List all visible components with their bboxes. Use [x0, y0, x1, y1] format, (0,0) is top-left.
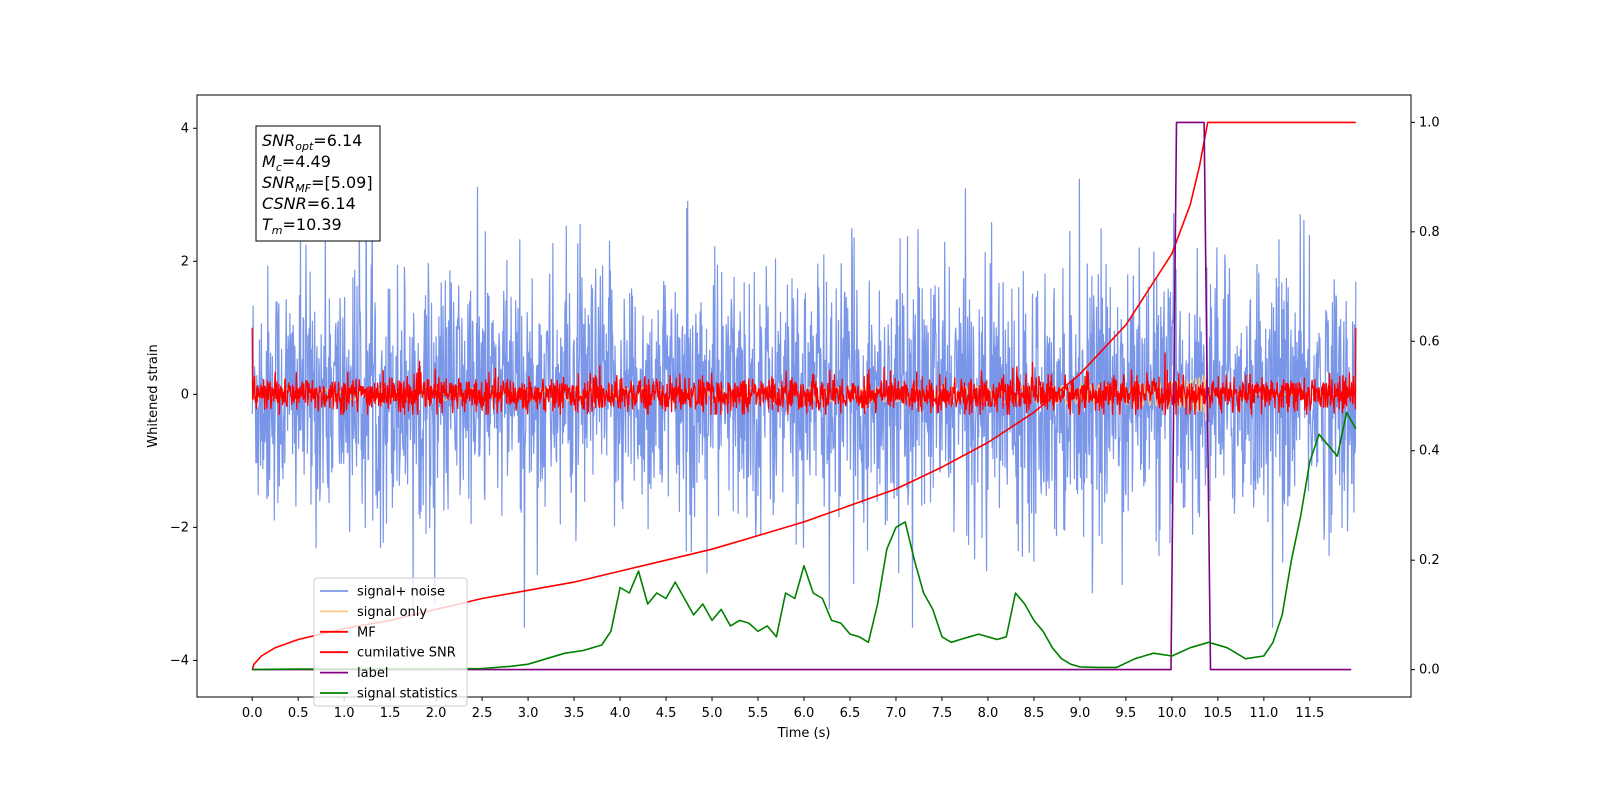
- y-right-tick-label: 0.0: [1419, 663, 1440, 678]
- series-line-mf: [251, 327, 1357, 415]
- y-tick-label: 0: [181, 387, 189, 402]
- y-right-tick-label: 0.2: [1419, 553, 1440, 568]
- x-tick-label: 5.0: [702, 706, 723, 721]
- x-tick-label: 1.0: [334, 706, 355, 721]
- legend-item-label: label: [357, 666, 388, 681]
- y-axis-left: −4 −2 0 2 4: [170, 121, 197, 668]
- x-tick-label: 1.5: [380, 706, 401, 721]
- x-tick-label: 7.0: [886, 706, 907, 721]
- series-line-signal-noise: [251, 153, 1357, 628]
- y-tick-label: 4: [181, 121, 189, 136]
- x-tick-label: 10.5: [1203, 706, 1232, 721]
- x-tick-label: 5.5: [748, 706, 769, 721]
- annotation-line: Mc=4.49: [262, 152, 331, 174]
- x-tick-label: 2.5: [472, 706, 493, 721]
- x-tick-label: 6.0: [794, 706, 815, 721]
- y-axis-label: Whitened strain: [146, 344, 161, 447]
- annotation-line: CSNR=6.14: [262, 194, 356, 213]
- x-tick-label: 0.0: [242, 706, 263, 721]
- y-right-tick-label: 0.6: [1419, 334, 1440, 349]
- x-tick-label: 9.0: [1070, 706, 1091, 721]
- y-right-tick-label: 1.0: [1419, 115, 1440, 130]
- x-tick-label: 7.5: [932, 706, 953, 721]
- x-tick-label: 6.5: [840, 706, 861, 721]
- x-tick-label: 2.0: [426, 706, 447, 721]
- annotation-frame: [255, 125, 381, 242]
- x-tick-label: 10.0: [1157, 706, 1186, 721]
- legend-item-label: signal statistics: [357, 687, 458, 702]
- x-tick-label: 8.5: [1024, 706, 1045, 721]
- series-line-signal-statistics: [252, 411, 1357, 671]
- x-tick-label: 4.5: [656, 706, 677, 721]
- annotation-line: SNRopt=6.14: [262, 131, 362, 153]
- x-tick-label: 11.5: [1295, 706, 1324, 721]
- series-line-label: [252, 121, 1352, 671]
- x-tick-label: 9.5: [1116, 706, 1137, 721]
- y-tick-label: −2: [170, 520, 189, 535]
- x-tick-label: 0.5: [288, 706, 309, 721]
- x-tick-label: 8.0: [978, 706, 999, 721]
- y-right-tick-label: 0.8: [1419, 225, 1440, 240]
- x-tick-label: 4.0: [610, 706, 631, 721]
- x-tick-label: 3.5: [564, 706, 585, 721]
- x-axis: 0.0 0.5 1.0 1.5 2.0 2.5 3.0 3.5 4.0 4.5 5.0 5.5 6.0 6…: [242, 697, 1324, 721]
- y-axis-right: 0.0 0.2 0.4 0.6 0.8 1.0: [1411, 115, 1440, 678]
- legend-item-label: signal+ noise: [357, 585, 445, 600]
- annotation-line: Tm=10.39: [262, 215, 342, 237]
- annotation-line: SNRMF=[5.09]: [262, 173, 373, 195]
- legend: signal+ noise signal only MF cumilative SNR…: [313, 577, 468, 707]
- x-tick-label: 11.0: [1249, 706, 1278, 721]
- y-right-tick-label: 0.4: [1419, 444, 1440, 459]
- legend-item-label: cumilative SNR: [357, 646, 456, 661]
- y-tick-label: 2: [181, 254, 189, 269]
- legend-item-label: signal only: [357, 605, 427, 620]
- legend-frame: [313, 577, 468, 707]
- y-tick-label: −4: [170, 653, 189, 668]
- x-axis-label: Time (s): [777, 726, 831, 741]
- legend-item-label: MF: [357, 625, 376, 640]
- x-tick-label: 3.0: [518, 706, 539, 721]
